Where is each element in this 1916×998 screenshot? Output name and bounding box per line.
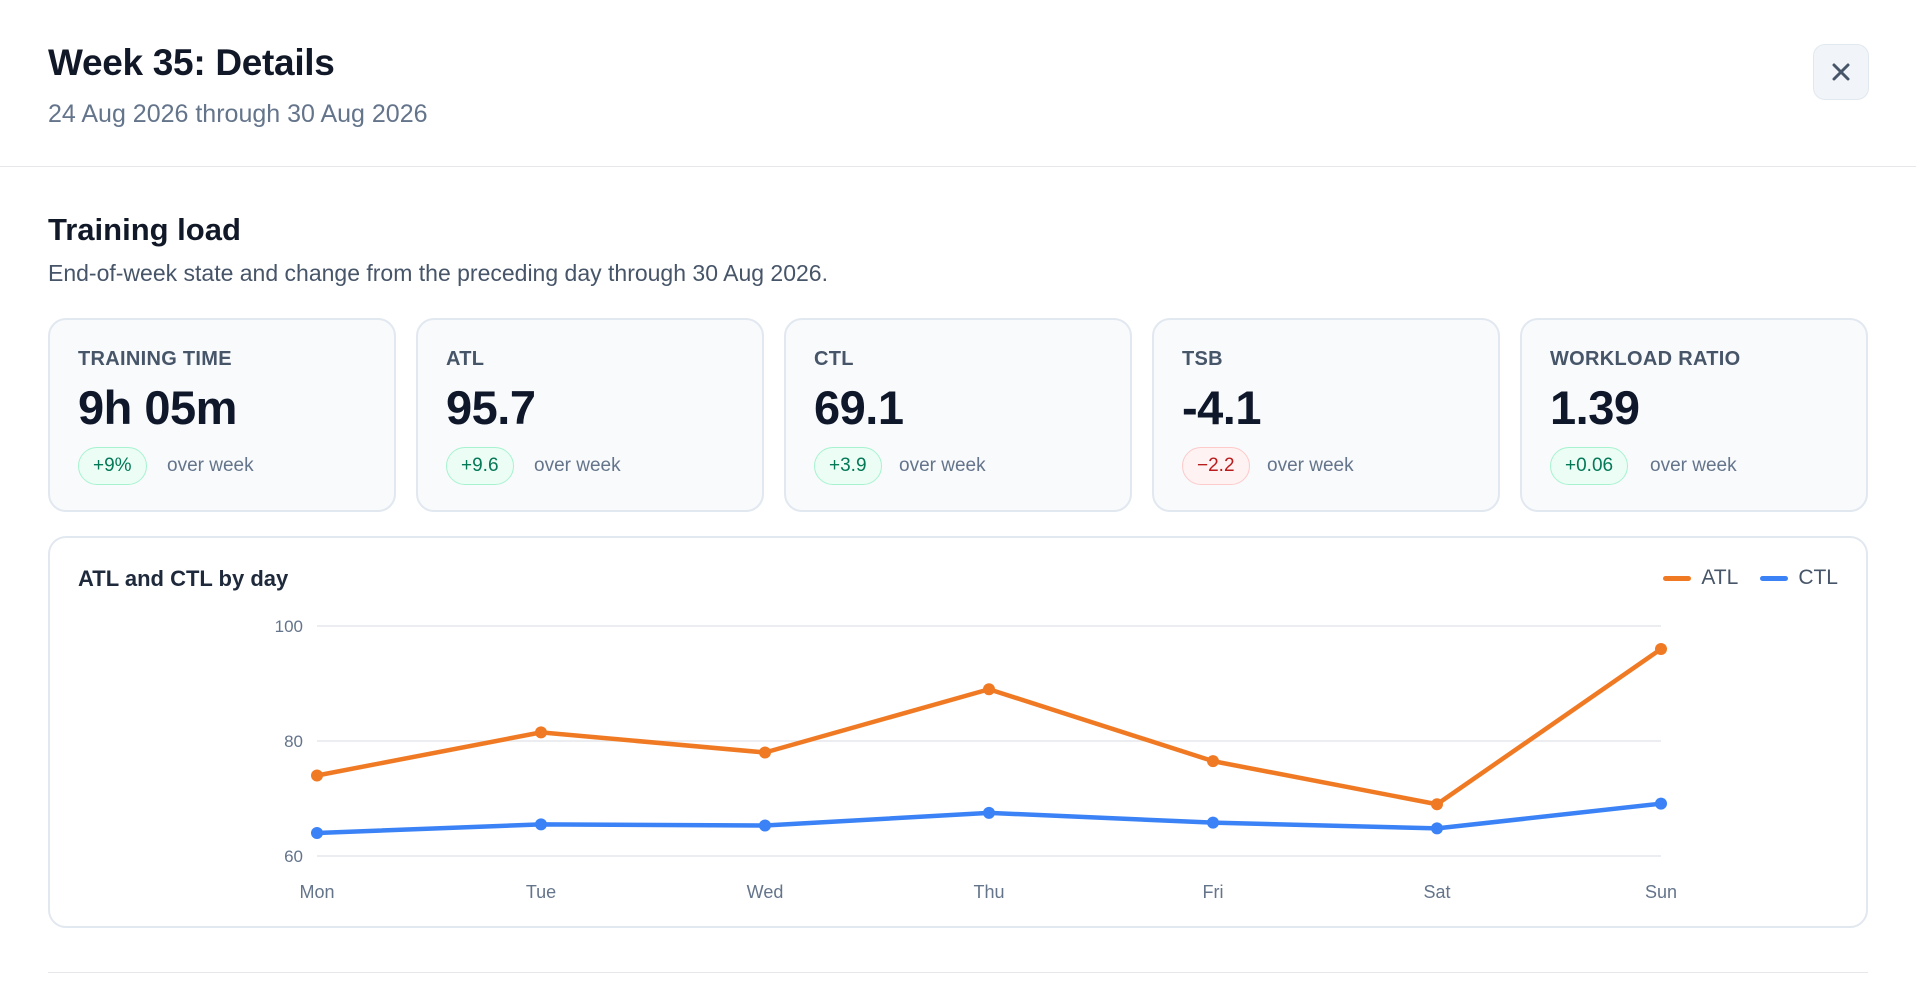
metric-card-ctl: CTL 69.1 +3.9 over week (784, 318, 1132, 512)
close-icon (1832, 63, 1850, 81)
delta-badge: +0.06 (1550, 447, 1629, 485)
delta-suffix: over week (534, 455, 621, 476)
series-line-atl (314, 646, 1664, 807)
x-tick-label: Tue (526, 882, 556, 902)
x-tick-label: Fri (1203, 882, 1224, 902)
x-tick-label: Mon (299, 882, 334, 902)
metric-label: TSB (1182, 348, 1223, 370)
modal-title: Week 35: Details (48, 42, 335, 83)
metric-label: WORKLOAD RATIO (1550, 348, 1741, 370)
metric-card-workload-ratio: WORKLOAD RATIO 1.39 +0.06 over week (1520, 318, 1868, 512)
metric-value: 69.1 (814, 381, 904, 434)
line-chart: 100 80 60 Mon Tue Wed Thu Fri Sat Sun (275, 617, 1677, 902)
x-tick-label: Sat (1423, 882, 1450, 902)
section-title: Training load (48, 212, 241, 247)
metric-label: ATL (446, 348, 485, 370)
data-point-ctl (1431, 822, 1443, 835)
data-point-atl (311, 769, 323, 782)
y-tick-label: 60 (284, 847, 303, 866)
section-description: End-of-week state and change from the pr… (48, 260, 828, 286)
x-tick-label: Thu (973, 882, 1004, 902)
delta-badge: −2.2 (1182, 447, 1250, 485)
data-point-atl (1207, 755, 1219, 768)
metric-value: 95.7 (446, 381, 536, 434)
metric-value: 9h 05m (78, 381, 237, 434)
metric-value: -4.1 (1182, 381, 1262, 434)
legend-item-atl: ATL (1663, 566, 1738, 590)
metric-label: CTL (814, 348, 854, 370)
metric-card-tsb: TSB -4.1 −2.2 over week (1152, 318, 1500, 512)
data-point-atl (535, 726, 547, 739)
data-point-ctl (311, 827, 323, 839)
delta-suffix: over week (899, 455, 986, 476)
chart-legend: ATL CTL (1663, 566, 1838, 590)
modal-header: Week 35: Details 24 Aug 2026 through 30 … (0, 0, 1916, 167)
data-point-ctl (1655, 797, 1667, 810)
legend-label-atl: ATL (1701, 566, 1739, 589)
metric-label: TRAINING TIME (78, 348, 232, 370)
chart-card: 100 80 60 Mon Tue Wed Thu Fri Sat Sun ATL and CTL… (48, 536, 1868, 928)
data-point-atl (759, 746, 771, 759)
data-point-atl (1431, 798, 1443, 811)
data-point-ctl (535, 818, 547, 831)
legend-swatch-ctl (1760, 575, 1789, 581)
data-point-atl (983, 683, 995, 696)
modal-subtitle: 24 Aug 2026 through 30 Aug 2026 (48, 100, 428, 128)
section-divider (48, 972, 1868, 973)
x-tick-label: Sun (1645, 882, 1677, 902)
delta-suffix: over week (1650, 455, 1737, 476)
legend-item-ctl: CTL (1760, 566, 1838, 590)
delta-badge: +3.9 (814, 447, 882, 485)
legend-swatch-atl (1663, 575, 1692, 581)
delta-badge: +9.6 (446, 447, 514, 485)
metric-value: 1.39 (1550, 381, 1640, 434)
delta-suffix: over week (167, 455, 254, 476)
chart-title: ATL and CTL by day (78, 566, 289, 591)
metric-card-atl: ATL 95.7 +9.6 over week (416, 318, 764, 512)
delta-badge: +9% (78, 447, 147, 485)
x-tick-label: Wed (747, 882, 784, 902)
metric-cards: TRAINING TIME 9h 05m +9% over week ATL 9… (48, 318, 1868, 512)
y-tick-label: 80 (284, 732, 303, 751)
legend-label-ctl: CTL (1798, 566, 1838, 589)
metric-card-training-time: TRAINING TIME 9h 05m +9% over week (48, 318, 396, 512)
data-point-ctl (983, 806, 995, 819)
delta-suffix: over week (1267, 455, 1354, 476)
data-point-ctl (1207, 816, 1219, 829)
data-point-ctl (759, 819, 771, 832)
y-tick-label: 100 (275, 617, 303, 636)
data-point-atl (1655, 643, 1667, 655)
close-button[interactable] (1813, 44, 1869, 100)
